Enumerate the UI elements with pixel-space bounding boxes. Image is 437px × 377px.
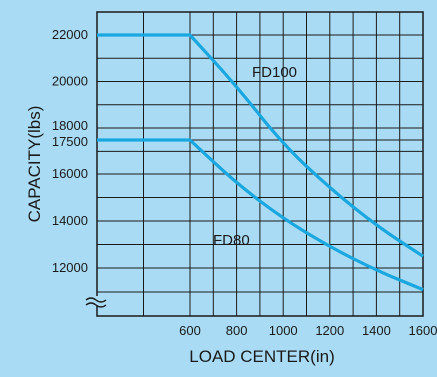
axis-break-mark — [85, 302, 107, 308]
y-tick-label: 12000 — [52, 260, 88, 275]
series-line-fd80 — [97, 138, 424, 292]
y-tick-label: 20000 — [52, 74, 88, 89]
x-axis-title: LOAD CENTER(in) — [189, 347, 334, 366]
x-tick-label: 600 — [179, 323, 201, 338]
axis-break-mark — [85, 297, 107, 303]
y-axis-title: CAPACITY(lbs) — [25, 106, 44, 223]
y-tick-label: 17500 — [52, 134, 88, 149]
y-tick-label: 14000 — [52, 213, 88, 228]
series-label-fd80: FD80 — [213, 232, 250, 249]
y-tick-label: 16000 — [52, 166, 88, 181]
series-line-fd100 — [97, 33, 424, 258]
series-label-fd100: FD100 — [252, 64, 297, 81]
y-tick-label: 22000 — [52, 27, 88, 42]
x-tick-label: 800 — [226, 323, 248, 338]
x-tick-label: 1600 — [409, 323, 437, 338]
x-tick-label: 1400 — [362, 323, 391, 338]
plot-frame — [96, 11, 424, 317]
y-tick-label: 18000 — [52, 118, 88, 133]
x-tick-label: 1000 — [269, 323, 298, 338]
x-tick-label: 1200 — [315, 323, 344, 338]
